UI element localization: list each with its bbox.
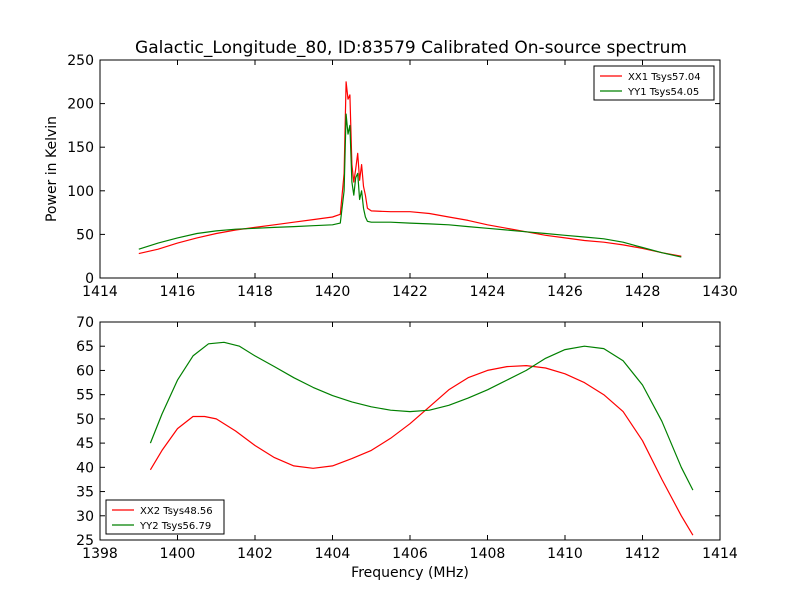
y-tick-label: 100 (67, 184, 94, 200)
x-tick-label: 1416 (160, 284, 196, 300)
x-tick-label: 1408 (470, 546, 506, 562)
y-tick-label: 50 (76, 412, 94, 428)
series-line-2 (149, 341, 694, 491)
x-tick-label: 1402 (237, 546, 273, 562)
x-tick-label: 1414 (702, 546, 738, 562)
x-tick-label: 1430 (702, 284, 738, 300)
lower-spectrum-chart: 1398 1400 1402 1404 1406 1408 1410 1412 1414 25 30… (76, 315, 738, 581)
y-tick-label: 35 (76, 485, 94, 501)
y-tick-label: 50 (76, 227, 94, 243)
y-tick-label: 65 (76, 339, 94, 355)
y-tick-label: 30 (76, 509, 94, 525)
x-tick-label: 1418 (237, 284, 273, 300)
x-tick-label: 1406 (392, 546, 428, 562)
x-tick-label: 1426 (547, 284, 583, 300)
y-tick-label: 70 (76, 315, 94, 331)
upper-spectrum-chart: 1414 1416 1418 1420 1422 1424 1426 1428 1430 0 50 1… (44, 53, 738, 300)
x-tick-label: 1424 (470, 284, 506, 300)
legend-label: YY2 Tsys56.79 (139, 521, 211, 532)
y-tick-label: 150 (67, 140, 94, 156)
x-tick-label: 1412 (625, 546, 661, 562)
y-tick-label: 55 (76, 388, 94, 404)
x-tick-label: 1428 (625, 284, 661, 300)
legend-box (593, 65, 715, 101)
figure-title: Galactic_Longitude_80, ID:83579 Calibrat… (135, 38, 687, 58)
x-axis-label: Frequency (MHz) (351, 565, 469, 581)
x-tick-label: 1422 (392, 284, 428, 300)
series-line-1 (149, 365, 694, 536)
legend-label: XX2 Tsys48.56 (140, 506, 213, 517)
x-tick-label: 1414 (82, 284, 118, 300)
y-axis-label: Power in Kelvin (44, 116, 60, 222)
y-tick-label: 45 (76, 436, 94, 452)
y-tick-label: 25 (76, 533, 94, 549)
legend-label: YY1 Tsys54.05 (627, 87, 699, 98)
series-line-2 (138, 113, 682, 258)
series-line-1 (138, 81, 682, 257)
legend-label: XX1 Tsys57.04 (628, 72, 701, 83)
y-tick-label: 200 (67, 97, 94, 113)
y-tick-label: 0 (85, 271, 94, 287)
y-tick-label: 60 (76, 363, 94, 379)
legend-box (105, 499, 225, 535)
y-tick-label: 250 (67, 53, 94, 69)
x-tick-label: 1400 (160, 546, 196, 562)
x-tick-label: 1410 (547, 546, 583, 562)
y-tick-label: 40 (76, 460, 94, 476)
x-tick-label: 1420 (315, 284, 351, 300)
x-tick-label: 1398 (82, 546, 118, 562)
x-tick-label: 1404 (315, 546, 351, 562)
